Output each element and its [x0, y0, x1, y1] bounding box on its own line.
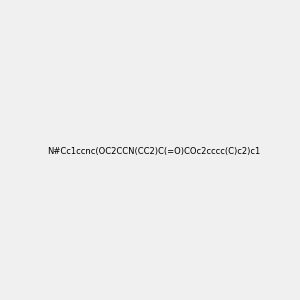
- Text: N#Cc1ccnc(OC2CCN(CC2)C(=O)COc2cccc(C)c2)c1: N#Cc1ccnc(OC2CCN(CC2)C(=O)COc2cccc(C)c2)…: [47, 147, 260, 156]
